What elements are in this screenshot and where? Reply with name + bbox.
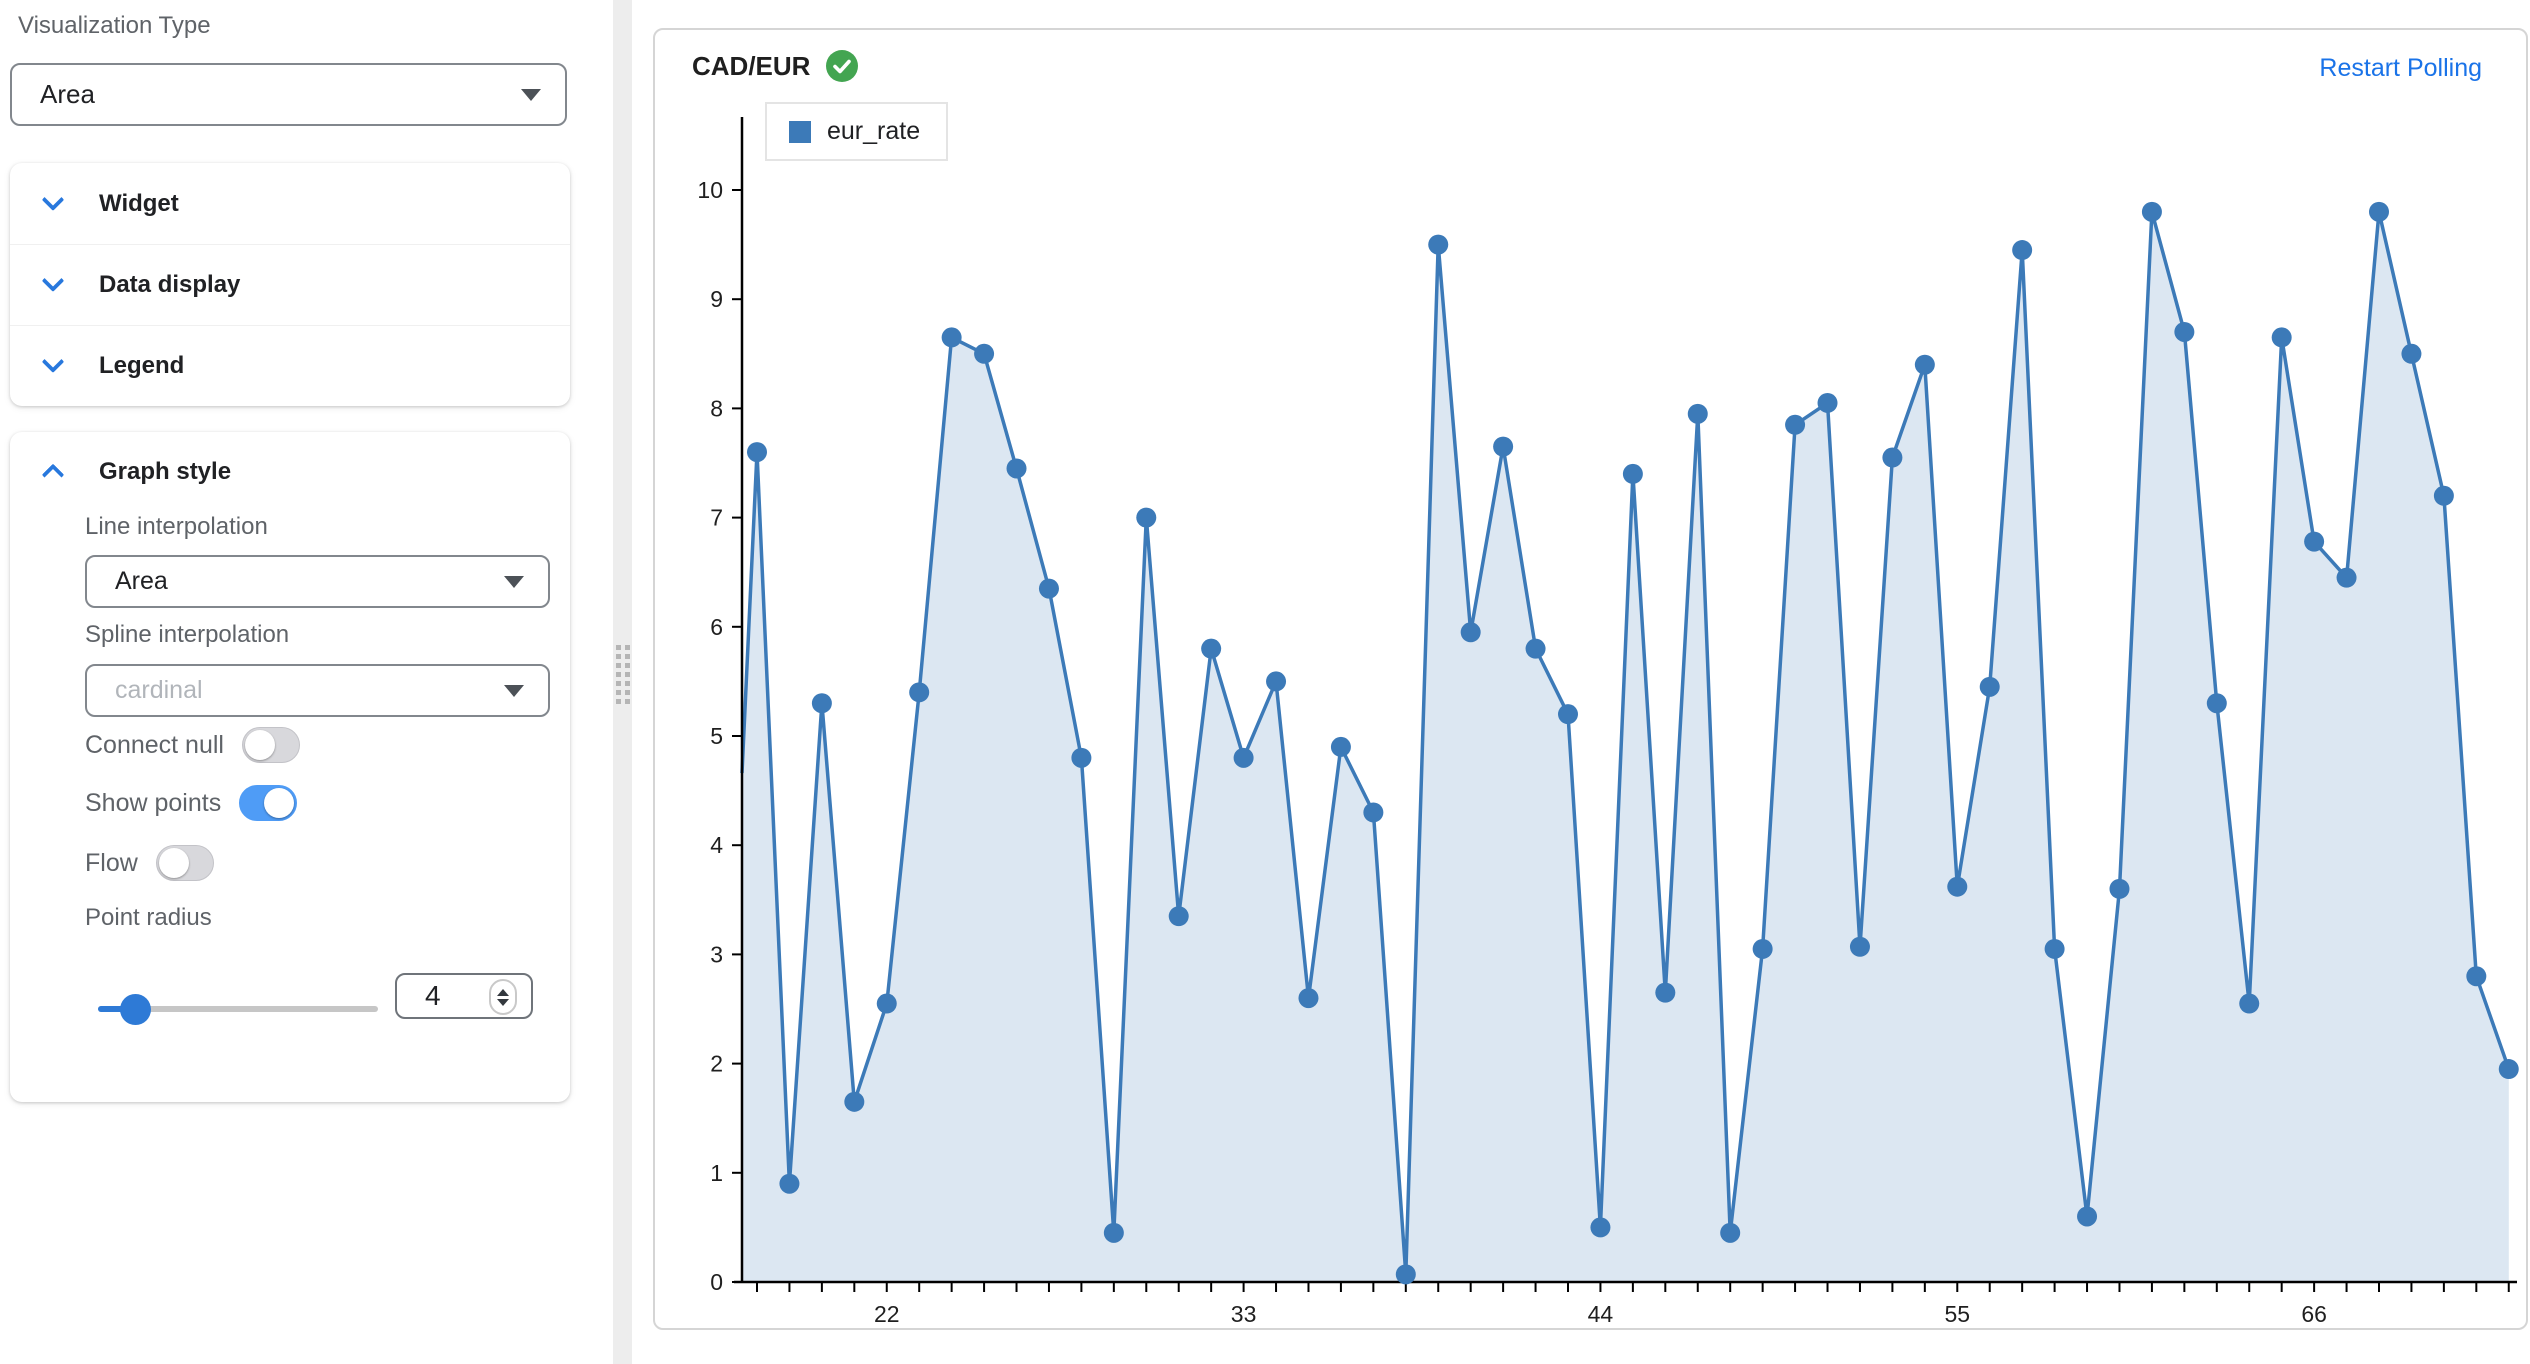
line-interpolation-label: Line interpolation xyxy=(85,513,268,540)
stepper-down-icon[interactable] xyxy=(497,998,509,1006)
svg-text:66: 66 xyxy=(2301,1301,2327,1327)
spline-interpolation-value: cardinal xyxy=(115,676,203,704)
svg-text:5: 5 xyxy=(710,723,723,749)
show-points-label: Show points xyxy=(85,788,222,817)
section-data-display-label: Data display xyxy=(99,271,241,298)
connect-null-label: Connect null xyxy=(85,730,224,759)
chart-legend[interactable]: eur_rate xyxy=(765,102,949,161)
settings-sidebar: Visualization Type Area Widget Data disp… xyxy=(0,0,613,1364)
svg-text:8: 8 xyxy=(710,395,723,421)
flow-row: Flow xyxy=(85,845,214,881)
visualization-type-select[interactable]: Area xyxy=(10,63,567,126)
svg-text:10: 10 xyxy=(697,177,723,203)
line-interpolation-select[interactable]: Area xyxy=(85,555,550,608)
svg-text:44: 44 xyxy=(1588,1301,1614,1327)
svg-text:9: 9 xyxy=(710,286,723,312)
success-check-icon xyxy=(826,50,859,82)
flow-toggle[interactable] xyxy=(155,845,214,881)
restart-polling-link[interactable]: Restart Polling xyxy=(2319,54,2482,82)
chevron-down-icon xyxy=(504,575,524,588)
section-legend-label: Legend xyxy=(99,352,185,379)
number-stepper[interactable] xyxy=(489,979,517,1015)
graph-style-card: Graph style Line interpolation Area Spli… xyxy=(10,432,570,1102)
slider-knob[interactable] xyxy=(120,994,151,1025)
point-radius-label: Point radius xyxy=(85,904,212,931)
chevron-up-icon xyxy=(41,463,65,487)
point-radius-input[interactable]: 4 xyxy=(395,973,533,1019)
svg-text:6: 6 xyxy=(710,614,723,640)
section-legend[interactable]: Legend xyxy=(10,325,570,406)
section-widget-label: Widget xyxy=(99,189,179,217)
toggle-knob xyxy=(264,788,295,818)
chart-panel: CAD/EUR Restart Polling eur_rate 22 33 44 5… xyxy=(653,28,2528,1330)
flow-label: Flow xyxy=(85,848,138,877)
point-radius-slider[interactable] xyxy=(98,993,378,1025)
connect-null-row: Connect null xyxy=(85,727,300,763)
section-data-display[interactable]: Data display xyxy=(10,244,570,325)
svg-text:33: 33 xyxy=(1231,1301,1257,1327)
line-interpolation-value: Area xyxy=(115,567,168,595)
svg-text:7: 7 xyxy=(710,505,723,531)
section-graph-style-label: Graph style xyxy=(99,458,232,485)
panel-resizer[interactable] xyxy=(613,0,632,1364)
section-widget[interactable]: Widget xyxy=(10,163,570,244)
connect-null-toggle[interactable] xyxy=(241,727,300,763)
accordion-card: Widget Data display Legend xyxy=(10,163,570,406)
svg-text:55: 55 xyxy=(1944,1301,1970,1327)
chevron-down-icon xyxy=(504,684,524,697)
svg-text:4: 4 xyxy=(710,832,723,858)
chart-title: CAD/EUR xyxy=(692,50,811,81)
point-radius-value: 4 xyxy=(425,980,441,1011)
chevron-down-icon xyxy=(41,269,65,293)
toggle-knob xyxy=(244,730,275,760)
spline-interpolation-label: Spline interpolation xyxy=(85,621,290,648)
svg-text:1: 1 xyxy=(710,1160,723,1186)
chevron-down-icon xyxy=(41,187,65,211)
drag-handle-icon xyxy=(615,645,630,704)
svg-text:3: 3 xyxy=(710,941,723,967)
chevron-down-icon xyxy=(41,350,65,374)
visualization-type-label: Visualization Type xyxy=(18,12,211,39)
visualization-type-value: Area xyxy=(40,79,95,109)
spline-interpolation-select[interactable]: cardinal xyxy=(85,664,550,717)
slider-fill xyxy=(98,1006,135,1012)
svg-text:2: 2 xyxy=(710,1051,723,1077)
area-chart[interactable]: 22 33 44 55 66 0 1 2 3 4 5 6 7 8 9 10 xyxy=(655,97,2530,1332)
slider-track[interactable] xyxy=(98,1006,378,1012)
stepper-up-icon[interactable] xyxy=(497,988,509,996)
section-graph-style[interactable]: Graph style xyxy=(10,448,231,496)
toggle-knob xyxy=(158,848,189,878)
svg-text:0: 0 xyxy=(710,1269,723,1295)
show-points-toggle[interactable] xyxy=(239,785,298,821)
show-points-row: Show points xyxy=(85,785,298,821)
svg-text:22: 22 xyxy=(874,1301,900,1327)
legend-swatch xyxy=(789,120,811,143)
chevron-down-icon xyxy=(521,88,541,101)
legend-series-label: eur_rate xyxy=(827,117,921,145)
chart-header: CAD/EUR xyxy=(692,50,859,82)
